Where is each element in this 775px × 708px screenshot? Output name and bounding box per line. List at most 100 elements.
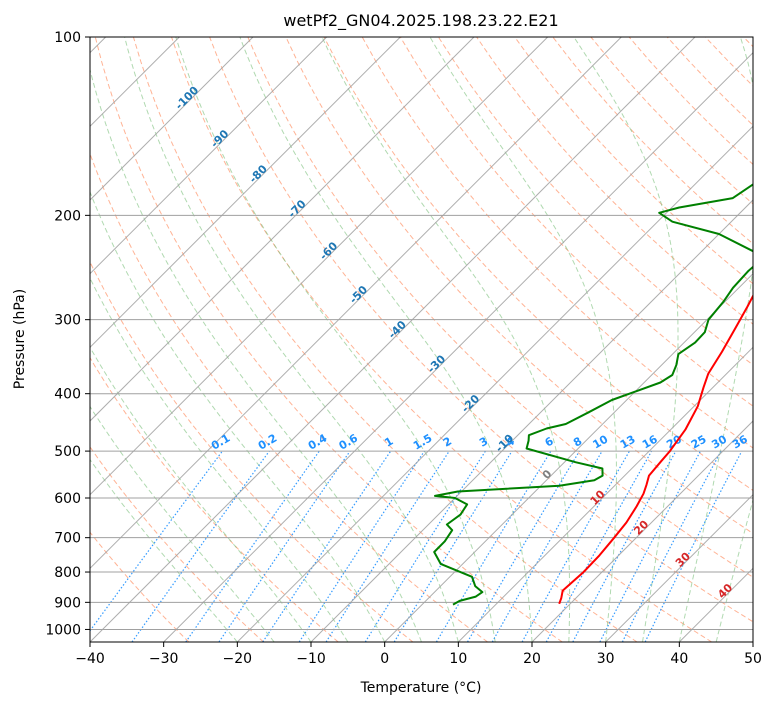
y-tick-label: 400 xyxy=(54,387,81,403)
dry-adiabat xyxy=(90,446,264,642)
moist-adiabat-label: 20 xyxy=(631,517,651,537)
dry-adiabat xyxy=(90,260,414,642)
dry-adiabat xyxy=(247,37,753,578)
y-tick-label: 600 xyxy=(54,491,81,507)
dewpoint-profile xyxy=(433,183,753,606)
moist-adiabat xyxy=(90,405,275,642)
mixing-ratio-line xyxy=(644,450,743,642)
isotherm-line xyxy=(605,493,753,642)
moist-adiabat xyxy=(90,458,238,642)
mixing-ratio-line xyxy=(545,450,653,642)
mixing-ratio-line xyxy=(466,450,580,642)
moist-adiabat xyxy=(124,37,459,642)
y-tick-label: 700 xyxy=(54,531,81,547)
y-tick-label: 100 xyxy=(54,30,81,46)
y-tick-label: 500 xyxy=(54,444,81,460)
dry-adiabat xyxy=(361,37,753,449)
moist-adiabat-label: -80 xyxy=(247,162,270,185)
dry-adiabat xyxy=(285,37,753,535)
moist-adiabat-label: -40 xyxy=(386,318,409,341)
mixing-ratio-line xyxy=(521,450,631,642)
dry-adiabat xyxy=(399,37,753,407)
moist-adiabat xyxy=(573,37,679,642)
mixing-ratio-line xyxy=(325,450,450,642)
mixing-ratio-line xyxy=(262,450,392,642)
mixing-ratio-label: 16 xyxy=(640,432,660,451)
dry-adiabat xyxy=(743,37,753,48)
mixing-ratio-line xyxy=(298,450,425,642)
dry-adiabat xyxy=(132,37,638,642)
moist-adiabat-label: 30 xyxy=(673,549,693,569)
mixing-ratio-label: 8 xyxy=(571,435,584,450)
dry-adiabat xyxy=(514,37,753,285)
moist-adiabat xyxy=(321,37,571,642)
isotherm-line xyxy=(384,272,753,642)
moist-adiabat xyxy=(429,37,617,642)
x-tick-label: −20 xyxy=(223,651,253,667)
moist-adiabat xyxy=(90,277,349,642)
dry-adiabat xyxy=(171,37,712,642)
isotherm-line xyxy=(90,37,549,496)
mixing-ratio-line xyxy=(364,450,486,642)
y-axis-label: Pressure (hPa) xyxy=(12,289,28,389)
mixing-ratio-line xyxy=(185,450,320,642)
isotherm-line xyxy=(752,641,753,642)
y-tick-label: 300 xyxy=(54,313,81,329)
isotherm-line xyxy=(90,37,254,201)
mixing-ratio-label: 0.4 xyxy=(306,431,330,452)
mixing-ratio-line xyxy=(90,450,223,632)
y-tick-label: 200 xyxy=(54,208,81,224)
mixing-ratio-label: 1.5 xyxy=(411,432,434,453)
moist-adiabat xyxy=(175,37,496,642)
moist-adiabat-label: 10 xyxy=(588,487,608,507)
x-tick-label: 0 xyxy=(380,651,389,667)
mixing-ratio-line xyxy=(621,450,722,642)
isotherm-line xyxy=(163,51,753,642)
moist-adiabat xyxy=(715,498,753,642)
x-tick-label: 30 xyxy=(597,651,615,667)
x-tick-label: −40 xyxy=(75,651,105,667)
x-axis-label: Temperature (°C) xyxy=(360,680,482,696)
mixing-ratio-label: 13 xyxy=(618,433,638,452)
mixing-ratio-label: 10 xyxy=(591,432,611,451)
y-tick-label: 900 xyxy=(54,595,81,611)
moist-adiabat-label: 40 xyxy=(715,581,735,601)
mixing-ratio-label: 30 xyxy=(709,432,729,451)
moist-adiabat-label: -70 xyxy=(285,197,308,220)
isotherm-line xyxy=(457,346,753,642)
mixing-ratio-line xyxy=(218,450,351,642)
dry-adiabat xyxy=(90,531,190,642)
moist-adiabat-label: -90 xyxy=(208,127,231,150)
moist-adiabat xyxy=(90,190,386,642)
isotherm-line xyxy=(90,37,475,422)
dry-adiabat xyxy=(90,356,339,642)
mixing-ratio-line xyxy=(572,450,677,642)
axes: −40 −30 −20 −10 0 10 20 30 40 50 1000 900 800 700 600 5… xyxy=(45,30,762,667)
plot-frame xyxy=(89,36,754,643)
isotherm-line xyxy=(310,199,753,642)
mixing-ratio-line xyxy=(435,450,552,642)
moist-adiabat xyxy=(90,67,422,642)
x-tick-label: −30 xyxy=(149,651,179,667)
moist-adiabat xyxy=(678,37,753,642)
mixing-ratio-line xyxy=(393,450,513,642)
mixing-ratio-label: 0.1 xyxy=(209,432,232,453)
dry-adiabat xyxy=(323,37,753,491)
mixing-ratio-line xyxy=(131,450,270,642)
mixing-ratio-label: 25 xyxy=(689,433,709,452)
y-tick-label: 1000 xyxy=(45,622,81,638)
mixing-ratio-label: 2 xyxy=(441,435,454,450)
isotherm-line xyxy=(90,37,622,570)
mixing-ratio-label: 36 xyxy=(730,432,750,451)
mixing-ratio-line xyxy=(599,450,702,642)
dry-adiabat xyxy=(437,37,753,366)
dry-adiabat xyxy=(90,152,488,642)
x-tick-label: 10 xyxy=(449,651,467,667)
y-tick-label: 800 xyxy=(54,565,81,581)
dry-adiabat xyxy=(94,37,563,642)
x-tick-label: 50 xyxy=(744,651,762,667)
moist-adiabat-label: -30 xyxy=(425,352,448,375)
dry-adiabat xyxy=(209,37,753,623)
mixing-ratio-label: 3 xyxy=(477,435,490,450)
